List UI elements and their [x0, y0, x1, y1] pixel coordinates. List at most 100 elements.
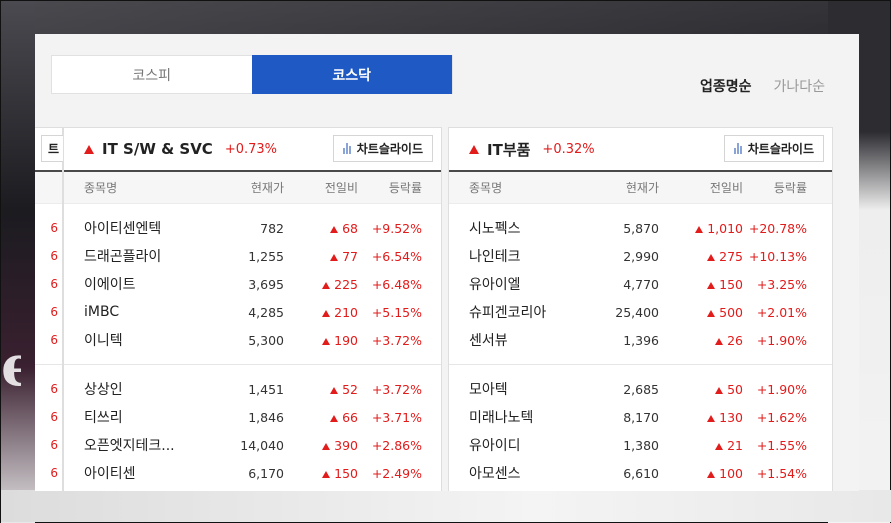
background-bottom-strip — [1, 490, 891, 522]
chart-slide-button-partial[interactable]: 트 — [41, 135, 63, 162]
up-arrow-icon — [707, 281, 716, 289]
stock-price: 6,610 — [623, 465, 659, 481]
stock-rate: +3.72% — [371, 381, 422, 397]
rate-partial: 6 — [50, 410, 58, 424]
stock-name[interactable]: 아이티센엔텍 — [84, 221, 162, 237]
table-row[interactable]: 티쓰리 1,846 66 +3.71% — [64, 403, 441, 431]
stock-price: 3,695 — [248, 276, 284, 292]
col-price: 현재가 — [625, 181, 659, 195]
stock-name[interactable]: 오픈엣지테크... — [84, 438, 175, 454]
table-row[interactable]: 유아이엘 4,770 150 +3.25% — [449, 270, 832, 298]
col-price: 현재가 — [250, 181, 284, 195]
stock-price: 782 — [260, 220, 284, 236]
table-row[interactable]: 미래나노텍 8,170 130 +1.62% — [449, 403, 832, 431]
stock-name[interactable]: 이에이트 — [84, 277, 136, 293]
table-row[interactable]: 유아이디 1,380 21 +1.55% — [449, 431, 832, 459]
stock-group: 6 6 6 6 6 — [35, 204, 62, 364]
stock-diff: 26 — [659, 333, 743, 348]
up-arrow-icon — [715, 386, 724, 394]
stock-rate: +6.54% — [371, 248, 422, 264]
stock-name[interactable]: 아이티센 — [84, 466, 136, 482]
stock-name[interactable]: 상상인 — [84, 382, 123, 398]
column-header — [35, 172, 62, 204]
col-diff: 전일비 — [709, 181, 743, 195]
stock-name[interactable]: 유아이디 — [469, 438, 521, 454]
rate-partial: 6 — [50, 333, 58, 347]
tab-kospi[interactable]: 코스피 — [132, 67, 172, 84]
sector-change: +0.32% — [542, 141, 595, 157]
table-row[interactable]: 센서뷰 1,396 26 +1.90% — [449, 326, 832, 354]
stock-rate: +1.55% — [756, 437, 807, 453]
stock-rate: +3.25% — [756, 276, 807, 292]
stock-name[interactable]: iMBC — [84, 304, 120, 320]
sector-change: +0.73% — [224, 141, 278, 157]
stock-diff-value: 190 — [334, 332, 358, 348]
stock-group: 상상인 1,451 52 +3.72% 티쓰리 1,846 66 +3.71% 오픈엣지테크..… — [64, 364, 441, 491]
sort-by-sector[interactable]: 업종명순 — [699, 79, 752, 95]
col-diff: 전일비 — [324, 181, 358, 195]
stock-diff: 52 — [284, 382, 358, 397]
stock-name[interactable]: 티쓰리 — [84, 410, 123, 426]
stock-diff-value: 100 — [719, 465, 743, 481]
col-name: 종목명 — [469, 181, 503, 195]
sector-card-header: IT S/W & SVC +0.73% 차트슬라이드 — [64, 128, 441, 172]
stock-group: 아이티센엔텍 782 68 +9.52% 드래곤플라이 1,255 77 +6.54% 이에이트… — [64, 204, 441, 364]
table-row[interactable]: 슈피겐코리아 25,400 500 +2.01% — [449, 298, 832, 326]
table-row[interactable]: 아모센스 6,610 100 +1.54% — [449, 459, 832, 487]
chart-slide-label: 차트슬라이드 — [747, 142, 814, 156]
stock-name[interactable]: 드래곤플라이 — [84, 249, 162, 265]
stock-name[interactable]: 이니텍 — [84, 333, 123, 349]
stock-name[interactable]: 센서뷰 — [469, 333, 508, 349]
stock-name[interactable]: 유아이엘 — [469, 277, 521, 293]
stock-diff: 100 — [659, 466, 743, 481]
background-left-strip — [1, 1, 35, 523]
up-arrow-icon — [330, 253, 339, 261]
sector-title[interactable]: IT S/W & SVC — [102, 140, 213, 158]
stock-name[interactable]: 나인테크 — [469, 249, 521, 265]
table-row[interactable]: 아이티센 6,170 150 +2.49% — [64, 459, 441, 487]
stock-name[interactable]: 미래나노텍 — [469, 410, 534, 426]
stock-group: 6 6 6 6 — [35, 364, 62, 491]
up-arrow-icon — [707, 309, 716, 317]
stock-name[interactable]: 시노펙스 — [469, 221, 521, 237]
chart-slide-button[interactable]: 차트슬라이드 — [723, 135, 824, 162]
rate-partial: 6 — [50, 305, 58, 319]
stock-diff: 68 — [284, 221, 358, 236]
stock-diff: 1,010 — [659, 221, 743, 236]
stock-diff-value: 130 — [719, 409, 743, 425]
stock-name[interactable]: 모아텍 — [469, 382, 508, 398]
rate-partial: 6 — [50, 221, 58, 235]
stock-diff: 66 — [284, 410, 358, 425]
table-row[interactable]: 나인테크 2,990 275 +10.13% — [449, 242, 832, 270]
table-row[interactable]: 시노펙스 5,870 1,010 +20.78% — [449, 214, 832, 242]
sector-card-header: IT부품 +0.32% 차트슬라이드 — [449, 128, 832, 172]
stock-diff-value: 150 — [719, 276, 743, 292]
stock-price: 1,255 — [248, 248, 284, 264]
up-arrow-icon — [715, 442, 724, 450]
up-arrow-icon — [707, 470, 716, 478]
stock-price: 25,400 — [615, 304, 659, 320]
stock-name[interactable]: 슈피겐코리아 — [469, 305, 547, 321]
sector-card-partial: 트 6 6 6 6 6 6 6 6 6 — [35, 127, 63, 491]
table-row[interactable]: 오픈엣지테크... 14,040 390 +2.86% — [64, 431, 441, 459]
stock-name[interactable]: 아모센스 — [469, 466, 521, 482]
up-arrow-icon — [707, 253, 716, 261]
col-rate: 등락률 — [388, 181, 422, 195]
stock-rate: +3.72% — [371, 332, 422, 348]
stock-diff: 50 — [659, 382, 743, 397]
sort-by-alpha[interactable]: 가나다순 — [773, 79, 825, 95]
up-arrow-icon — [330, 386, 339, 394]
stock-price: 4,285 — [248, 304, 284, 320]
table-row[interactable]: 드래곤플라이 1,255 77 +6.54% — [64, 242, 441, 270]
chart-slide-button[interactable]: 차트슬라이드 — [332, 135, 433, 162]
table-row[interactable]: 아이티센엔텍 782 68 +9.52% — [64, 214, 441, 242]
stock-diff-value: 21 — [727, 437, 743, 453]
tab-kosdaq[interactable]: 코스닥 — [251, 55, 452, 94]
sector-title[interactable]: IT부품 — [487, 140, 531, 159]
table-row[interactable]: 이에이트 3,695 225 +6.48% — [64, 270, 441, 298]
table-row[interactable]: 모아텍 2,685 50 +1.90% — [449, 375, 832, 403]
chart-slide-label: 차트슬라이드 — [356, 142, 423, 156]
table-row[interactable]: 상상인 1,451 52 +3.72% — [64, 375, 441, 403]
table-row[interactable]: iMBC 4,285 210 +5.15% — [64, 298, 441, 326]
table-row[interactable]: 이니텍 5,300 190 +3.72% — [64, 326, 441, 354]
